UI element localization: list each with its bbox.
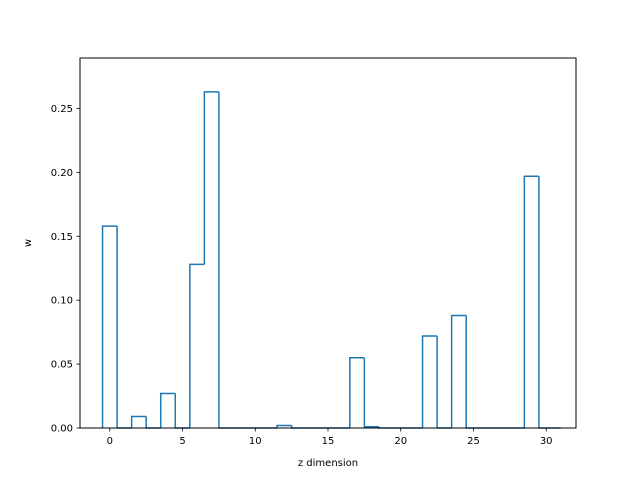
histogram-bin-6: [189, 263, 205, 428]
histogram-bin-18: [363, 357, 379, 428]
x-tick-label: 0: [107, 436, 113, 447]
x-axis-label: z dimension: [298, 458, 358, 469]
x-tick-label: 5: [179, 436, 185, 447]
y-tick-label: 0.25: [51, 104, 73, 115]
histogram-bin-29: [523, 175, 539, 428]
x-tick-label: 30: [540, 436, 553, 447]
histogram-bin-22: [421, 335, 438, 428]
x-tick-label: 10: [249, 436, 262, 447]
y-tick-label: 0.10: [51, 296, 73, 307]
x-tick-label: 15: [322, 436, 335, 447]
histogram-bin-2: [130, 415, 147, 428]
x-tick-label: 25: [467, 436, 480, 447]
histogram-bin-0: [101, 225, 118, 428]
x-tick-label: 20: [394, 436, 407, 447]
histogram-bin-7: [203, 91, 219, 265]
y-tick-label: 0.20: [51, 168, 73, 179]
histogram-bin-4: [159, 392, 176, 428]
axis-ticks: 0 5 10 15 20 25 30 0.00 0.05 0.10 0.15 0.20 0.25: [51, 104, 553, 447]
histogram-bin-12: [276, 424, 292, 428]
histogram-bin-24: [450, 314, 467, 428]
histogram-bin-17: [349, 356, 365, 428]
y-tick-label: 0.15: [51, 232, 73, 243]
y-tick-label: 0.00: [51, 424, 73, 435]
y-axis-label: w: [23, 239, 34, 247]
y-tick-label: 0.05: [51, 360, 73, 371]
